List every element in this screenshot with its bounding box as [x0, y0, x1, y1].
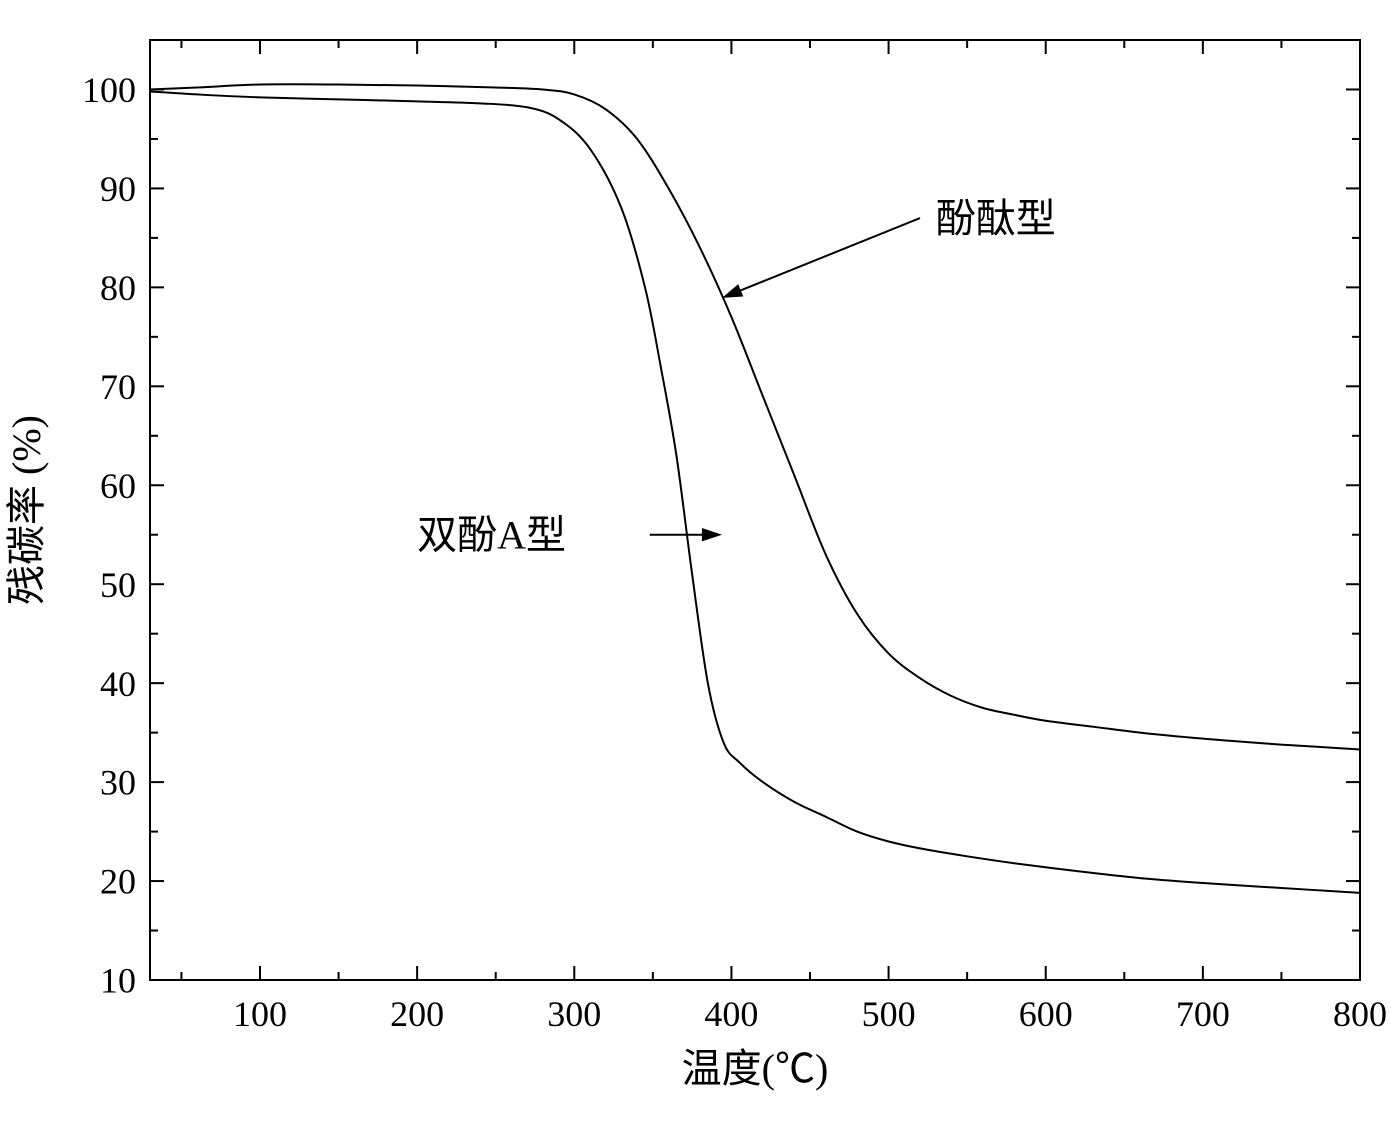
x-axis-title: 温度(℃)	[682, 1046, 829, 1091]
curve-双酚A型	[150, 91, 1360, 892]
x-tick-label: 300	[547, 994, 601, 1034]
x-tick-label: 100	[233, 994, 287, 1034]
x-tick-label: 500	[862, 994, 916, 1034]
x-tick-label: 400	[704, 994, 758, 1034]
annotation-text: 双酚A型	[417, 513, 566, 558]
y-tick-label: 40	[100, 664, 136, 704]
x-tick-label: 600	[1019, 994, 1073, 1034]
y-tick-label: 10	[100, 961, 136, 1001]
annotation-text: 酚酞型	[936, 196, 1056, 241]
y-tick-label: 80	[100, 268, 136, 308]
y-tick-label: 100	[82, 70, 136, 110]
y-tick-label: 30	[100, 763, 136, 803]
y-tick-label: 60	[100, 466, 136, 506]
curve-酚酞型	[150, 84, 1360, 749]
y-tick-label: 50	[100, 565, 136, 605]
tga-chart: 100 200 300 400 500 600 700 800 10 20 30 40 50 60 70 80…	[0, 0, 1391, 1140]
x-tick-label: 700	[1176, 994, 1230, 1034]
x-tick-label: 200	[390, 994, 444, 1034]
x-tick-label: 800	[1333, 994, 1387, 1034]
chart-svg: 100 200 300 400 500 600 700 800 10 20 30 40 50 60 70 80…	[0, 0, 1391, 1140]
annotation-arrow-line	[740, 218, 920, 290]
y-tick-label: 20	[100, 862, 136, 902]
y-axis-title: 残碳率 (%)	[4, 415, 49, 605]
plot-frame	[150, 40, 1360, 980]
y-tick-label: 70	[100, 367, 136, 407]
annotation-arrow-head	[702, 529, 720, 541]
y-tick-label: 90	[100, 169, 136, 209]
annotation-arrow-head	[724, 285, 743, 297]
